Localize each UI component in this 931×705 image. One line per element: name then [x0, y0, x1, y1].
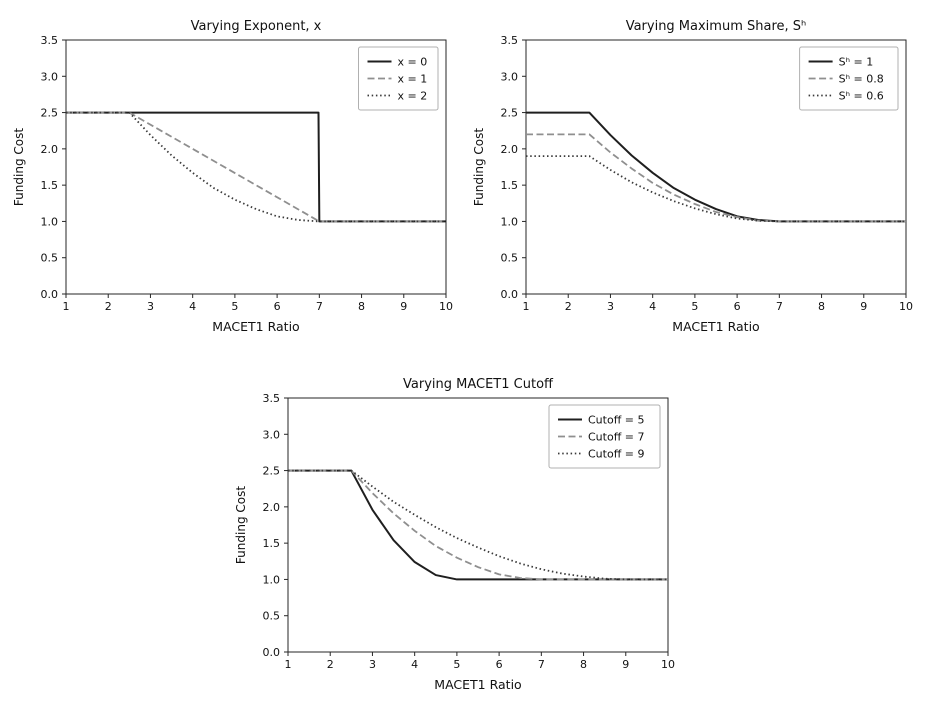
x-tick-label: 2	[105, 300, 112, 313]
y-tick-label: 1.5	[41, 179, 59, 192]
series-line	[288, 469, 668, 581]
x-tick-label: 2	[327, 658, 334, 671]
y-tick-label: 3.0	[263, 428, 281, 441]
plot-border	[525, 39, 907, 295]
y-axis-label: Funding Cost	[12, 128, 26, 206]
series-line	[66, 111, 446, 223]
y-tick-label: 0.5	[501, 252, 519, 265]
legend-label: Cutoff = 5	[588, 413, 644, 426]
y-tick-label: 3.0	[41, 70, 59, 83]
y-tick-label: 1.0	[41, 215, 59, 228]
x-tick-label: 2	[565, 300, 572, 313]
chart-panel-varying-maximum-share: 1 2 3 4 5 6 7 8 9 10 0.0 0.5 1.0 1.5 2.0 2.5 3.0 3.5 Varyi…	[470, 10, 920, 340]
series-line	[288, 469, 668, 581]
x-tick-label: 7	[316, 300, 323, 313]
x-tick-label: 4	[649, 300, 656, 313]
x-tick-label: 9	[860, 300, 867, 313]
x-tick-label: 1	[63, 300, 70, 313]
y-tick-label: 2.5	[41, 107, 59, 120]
series-line	[526, 155, 906, 223]
series-line	[66, 111, 446, 223]
x-tick-label: 8	[818, 300, 825, 313]
y-tick-label: 0.0	[41, 288, 59, 301]
chart-title: Varying Maximum Share, Sʰ	[626, 19, 807, 34]
x-tick-label: 6	[496, 658, 503, 671]
x-tick-label: 5	[231, 300, 238, 313]
y-tick-label: 2.5	[263, 465, 281, 478]
y-tick-label: 2.5	[501, 107, 519, 120]
x-tick-label: 3	[147, 300, 154, 313]
x-tick-label: 6	[734, 300, 741, 313]
chart-panel-varying-cutoff: 1 2 3 4 5 6 7 8 9 10 0.0 0.5 1.0 1.5 2.0 2.5 3.0 3.5 Varyi…	[232, 368, 682, 698]
y-tick-label: 3.5	[501, 34, 519, 47]
series-line	[288, 469, 668, 581]
x-tick-label: 8	[580, 658, 587, 671]
x-tick-label: 5	[453, 658, 460, 671]
legend-box	[799, 46, 899, 111]
y-tick-label: 1.0	[501, 215, 519, 228]
chart-svg: 1 2 3 4 5 6 7 8 9 10 0.0 0.5 1.0 1.5 2.0 2.5 3.0 3.5 Varyi…	[12, 19, 453, 334]
chart-svg: 1 2 3 4 5 6 7 8 9 10 0.0 0.5 1.0 1.5 2.0 2.5 3.0 3.5 Varyi…	[234, 377, 675, 692]
x-tick-label: 5	[691, 300, 698, 313]
plot-border	[65, 39, 447, 295]
y-tick-label: 0.5	[41, 252, 59, 265]
y-tick-label: 0.0	[501, 288, 519, 301]
legend-label: x = 1	[398, 72, 428, 85]
chart-panel-varying-exponent: 1 2 3 4 5 6 7 8 9 10 0.0 0.5 1.0 1.5 2.0 2.5 3.0 3.5 Varyi…	[10, 10, 460, 340]
series-line	[526, 133, 906, 223]
y-tick-label: 3.5	[41, 34, 59, 47]
chart-svg: 1 2 3 4 5 6 7 8 9 10 0.0 0.5 1.0 1.5 2.0 2.5 3.0 3.5 Varyi…	[472, 19, 913, 334]
y-tick-label: 3.0	[501, 70, 519, 83]
legend-label: x = 2	[398, 89, 428, 102]
y-tick-label: 1.5	[501, 179, 519, 192]
x-tick-label: 10	[439, 300, 453, 313]
y-tick-label: 3.5	[263, 392, 281, 405]
legend-box	[358, 46, 439, 111]
x-tick-label: 7	[776, 300, 783, 313]
legend-label: Sʰ = 1	[839, 55, 874, 68]
x-tick-label: 7	[538, 658, 545, 671]
y-tick-label: 1.0	[263, 573, 281, 586]
x-tick-label: 3	[369, 658, 376, 671]
y-tick-label: 0.0	[263, 646, 281, 659]
x-tick-label: 3	[607, 300, 614, 313]
legend-label: Sʰ = 0.6	[839, 89, 884, 102]
x-axis-label: MACET1 Ratio	[672, 319, 759, 334]
x-tick-label: 9	[622, 658, 629, 671]
y-tick-label: 0.5	[263, 610, 281, 623]
chart-title: Varying Exponent, x	[191, 19, 322, 34]
x-tick-label: 6	[274, 300, 281, 313]
x-axis-label: MACET1 Ratio	[212, 319, 299, 334]
y-tick-label: 1.5	[263, 537, 281, 550]
x-tick-label: 4	[189, 300, 196, 313]
legend-box	[548, 404, 661, 469]
x-tick-label: 1	[285, 658, 292, 671]
legend-label: Sʰ = 0.8	[839, 72, 884, 85]
x-tick-label: 4	[411, 658, 418, 671]
y-tick-label: 2.0	[263, 501, 281, 514]
y-axis-label: Funding Cost	[234, 486, 248, 564]
plot-border	[287, 397, 669, 653]
x-tick-label: 10	[661, 658, 675, 671]
x-tick-label: 1	[523, 300, 530, 313]
x-axis-label: MACET1 Ratio	[434, 677, 521, 692]
x-tick-label: 8	[358, 300, 365, 313]
legend-label: Cutoff = 7	[588, 430, 644, 443]
legend-label: Cutoff = 9	[588, 447, 644, 460]
x-tick-label: 9	[400, 300, 407, 313]
y-axis-label: Funding Cost	[472, 128, 486, 206]
series-line	[66, 111, 446, 223]
y-tick-label: 2.0	[501, 143, 519, 156]
y-tick-label: 2.0	[41, 143, 59, 156]
chart-title: Varying MACET1 Cutoff	[403, 377, 554, 392]
series-line	[526, 111, 906, 223]
x-tick-label: 10	[899, 300, 913, 313]
legend-label: x = 0	[398, 55, 428, 68]
